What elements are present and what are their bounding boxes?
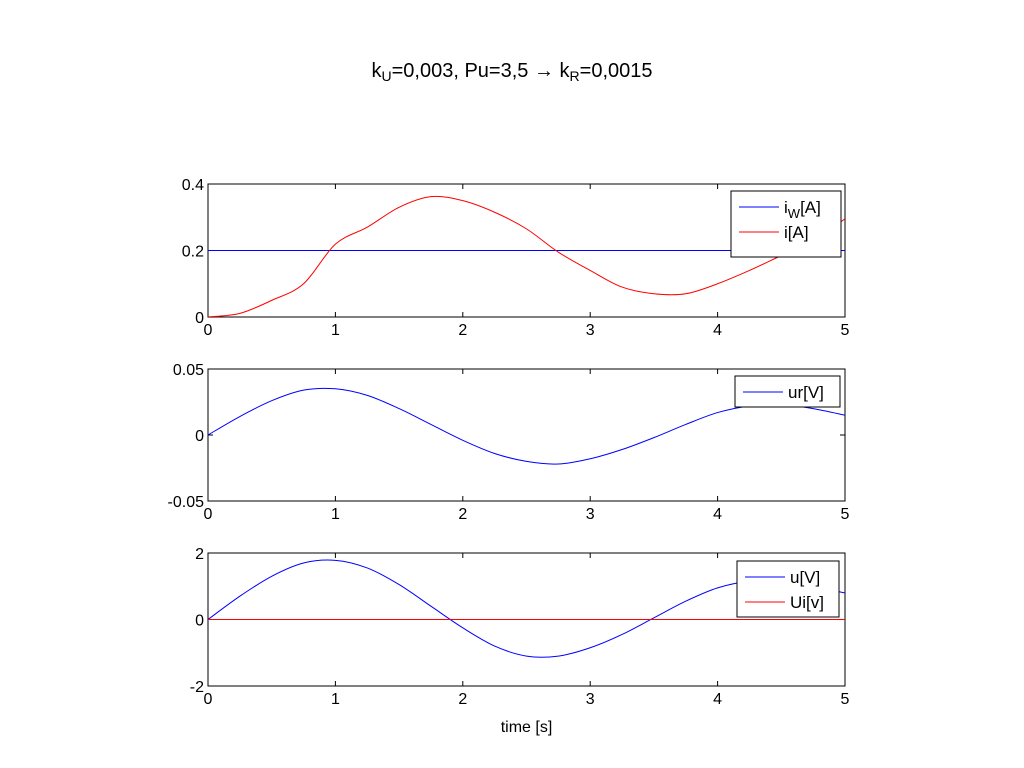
legend-label-main: i: [784, 198, 788, 217]
x-tick-label: 4: [713, 322, 722, 339]
x-tick-label: 5: [841, 506, 850, 523]
legend-label-rest: [A]: [800, 198, 821, 217]
y-tick-label: -0.05: [168, 494, 205, 511]
y-tick-label: 0.2: [182, 244, 204, 261]
title-k1-sub: U: [381, 68, 392, 84]
x-tick-label: 3: [586, 322, 595, 339]
x-tick-label: 2: [458, 506, 467, 523]
title-middle: =0,003, Pu=3,5 → k: [391, 60, 570, 82]
x-tick-label: 4: [713, 506, 722, 523]
x-axis-label: time [s]: [501, 719, 553, 736]
legend-label: u[V]: [790, 568, 820, 587]
legend-label: i[A]: [784, 223, 809, 242]
x-tick-label: 3: [586, 506, 595, 523]
subplot-1: 0 1 2 3 4 500.20.4iW[A]i[A]: [182, 177, 850, 339]
legend: u[V] Ui[v]: [736, 560, 840, 618]
title-k1: k: [371, 60, 382, 82]
x-tick-label: 5: [841, 322, 850, 339]
x-tick-label: 3: [586, 691, 595, 708]
y-tick-label: 2: [195, 546, 204, 563]
legend-box: [730, 190, 842, 258]
x-tick-label: 5: [841, 691, 850, 708]
legend: iW[A]i[A]: [730, 190, 842, 258]
title-k2-sub: R: [569, 68, 580, 84]
figure-title: kU=0,003, Pu=3,5 → kR=0,0015: [0, 60, 1024, 84]
series-line-2: [208, 195, 845, 317]
y-tick-label: 0.4: [182, 177, 204, 194]
title-end: =0,0015: [579, 60, 653, 82]
legend-label-sub: W: [788, 206, 801, 221]
x-tick-label: 1: [331, 506, 340, 523]
y-tick-label: 0: [195, 310, 204, 327]
x-tick-label: 1: [331, 691, 340, 708]
legend-label: ur[V]: [788, 383, 824, 402]
legend-label: iW[A]: [784, 198, 821, 221]
x-tick-label: 2: [458, 322, 467, 339]
y-tick-label: 0.05: [173, 362, 204, 379]
y-tick-label: 0: [195, 613, 204, 630]
x-tick-label: 0: [204, 506, 213, 523]
x-tick-label: 0: [204, 322, 213, 339]
legend: ur[V]: [734, 375, 841, 408]
x-tick-label: 4: [713, 691, 722, 708]
x-tick-label: 1: [331, 322, 340, 339]
x-tick-label: 0: [204, 691, 213, 708]
y-tick-label: -2: [190, 679, 204, 696]
y-tick-label: 0: [195, 428, 204, 445]
x-tick-label: 2: [458, 691, 467, 708]
legend-label: Ui[v]: [790, 593, 824, 612]
legend-box: [736, 560, 840, 618]
